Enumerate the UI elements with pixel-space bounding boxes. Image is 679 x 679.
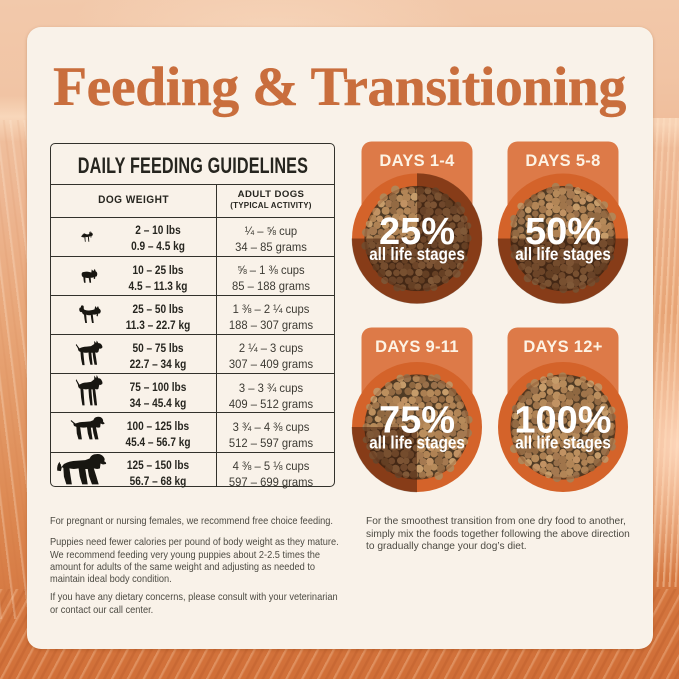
svg-text:all life stages: all life stages (515, 245, 611, 264)
svg-text:50%: 50% (525, 211, 601, 253)
svg-text:all life stages: all life stages (515, 434, 611, 453)
svg-text:all life stages: all life stages (369, 245, 465, 264)
svg-text:25%: 25% (379, 211, 455, 253)
svg-text:all life stages: all life stages (369, 434, 465, 453)
svg-text:DAYS 12+: DAYS 12+ (523, 338, 602, 356)
svg-text:75%: 75% (379, 400, 455, 442)
svg-text:DAYS 9-11: DAYS 9-11 (375, 338, 459, 356)
svg-text:100%: 100% (514, 400, 611, 442)
svg-text:DAYS 1-4: DAYS 1-4 (379, 152, 455, 170)
svg-text:DAYS 5-8: DAYS 5-8 (525, 152, 600, 170)
